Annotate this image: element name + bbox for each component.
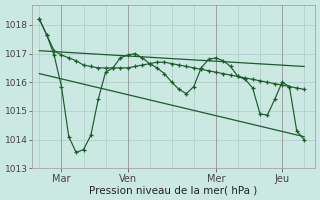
X-axis label: Pression niveau de la mer( hPa ): Pression niveau de la mer( hPa ) xyxy=(90,185,258,195)
